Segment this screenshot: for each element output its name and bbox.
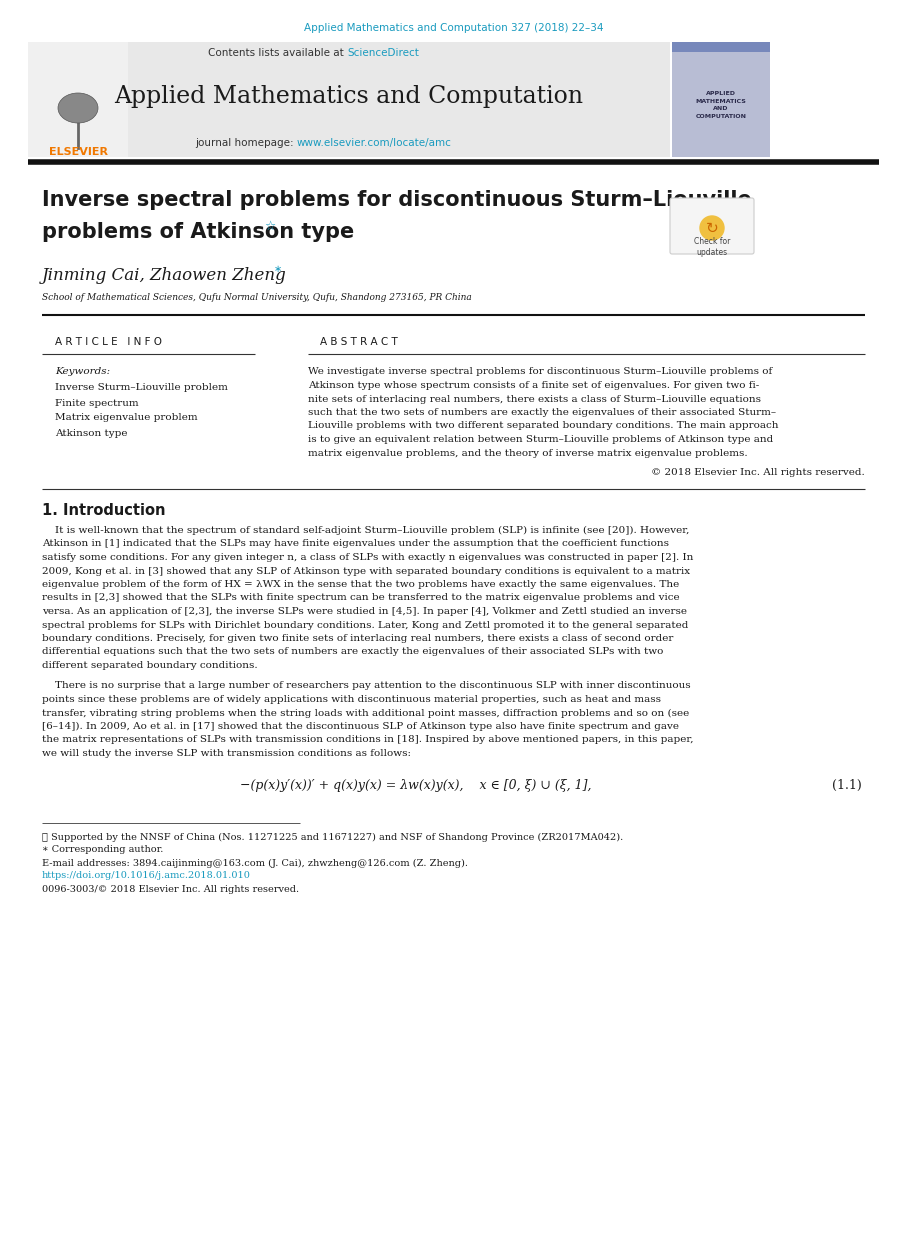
Text: Applied Mathematics and Computation 327 (2018) 22–34: Applied Mathematics and Computation 327 … <box>304 24 603 33</box>
Text: versa. As an application of [2,3], the inverse SLPs were studied in [4,5]. In pa: versa. As an application of [2,3], the i… <box>42 607 687 617</box>
Text: transfer, vibrating string problems when the string loads with additional point : transfer, vibrating string problems when… <box>42 708 689 718</box>
Text: points since these problems are of widely applications with discontinuous materi: points since these problems are of widel… <box>42 695 661 704</box>
Text: −(p(x)y′(x))′ + q(x)y(x) = λw(x)y(x),    x ∈ [0, ξ) ∪ (ξ, 1],: −(p(x)y′(x))′ + q(x)y(x) = λw(x)y(x), x … <box>240 779 591 791</box>
Text: the matrix representations of SLPs with transmission conditions in [18]. Inspire: the matrix representations of SLPs with … <box>42 735 694 744</box>
Text: E-mail addresses: 3894.caijinming@163.com (J. Cai), zhwzheng@126.com (Z. Zheng).: E-mail addresses: 3894.caijinming@163.co… <box>42 858 468 868</box>
Text: APPLIED
MATHEMATICS
AND
COMPUTATION: APPLIED MATHEMATICS AND COMPUTATION <box>696 92 746 119</box>
Text: Contents lists available at: Contents lists available at <box>208 48 347 58</box>
Text: A B S T R A C T: A B S T R A C T <box>320 337 398 347</box>
Text: https://doi.org/10.1016/j.amc.2018.01.010: https://doi.org/10.1016/j.amc.2018.01.01… <box>42 872 251 880</box>
FancyBboxPatch shape <box>672 42 770 52</box>
Text: 1. Introduction: 1. Introduction <box>42 503 165 517</box>
Text: ↻: ↻ <box>706 220 718 235</box>
Text: ☆: ☆ <box>264 219 275 233</box>
Text: There is no surprise that a large number of researchers pay attention to the dis: There is no surprise that a large number… <box>42 681 690 691</box>
Text: nite sets of interlacing real numbers, there exists a class of Sturm–Liouville e: nite sets of interlacing real numbers, t… <box>308 395 761 404</box>
Text: Jinming Cai, Zhaowen Zheng: Jinming Cai, Zhaowen Zheng <box>42 266 287 284</box>
Text: [6–14]). In 2009, Ao et al. in [17] showed that the discontinuous SLP of Atkinso: [6–14]). In 2009, Ao et al. in [17] show… <box>42 722 679 732</box>
Text: Inverse spectral problems for discontinuous Sturm–Liouville: Inverse spectral problems for discontinu… <box>42 189 752 210</box>
Text: Applied Mathematics and Computation: Applied Mathematics and Computation <box>114 85 583 109</box>
Text: (1.1): (1.1) <box>833 779 862 791</box>
Text: such that the two sets of numbers are exactly the eigenvalues of their associate: such that the two sets of numbers are ex… <box>308 409 776 417</box>
Text: satisfy some conditions. For any given integer n, a class of SLPs with exactly n: satisfy some conditions. For any given i… <box>42 553 693 562</box>
Text: ∗ Corresponding author.: ∗ Corresponding author. <box>42 846 163 854</box>
Text: matrix eigenvalue problems, and the theory of inverse matrix eigenvalue problems: matrix eigenvalue problems, and the theo… <box>308 448 747 458</box>
Text: 0096-3003/© 2018 Elsevier Inc. All rights reserved.: 0096-3003/© 2018 Elsevier Inc. All right… <box>42 884 299 894</box>
Text: www.elsevier.com/locate/amc: www.elsevier.com/locate/amc <box>297 137 452 149</box>
Text: Atkinson in [1] indicated that the SLPs may have finite eigenvalues under the as: Atkinson in [1] indicated that the SLPs … <box>42 540 669 548</box>
Text: we will study the inverse SLP with transmission conditions as follows:: we will study the inverse SLP with trans… <box>42 749 411 758</box>
Text: ELSEVIER: ELSEVIER <box>48 147 108 157</box>
Text: Keywords:: Keywords: <box>55 368 110 376</box>
Text: different separated boundary conditions.: different separated boundary conditions. <box>42 661 258 670</box>
Text: Inverse Sturm–Liouville problem: Inverse Sturm–Liouville problem <box>55 384 228 392</box>
Text: ScienceDirect: ScienceDirect <box>347 48 419 58</box>
FancyBboxPatch shape <box>28 42 128 157</box>
Text: problems of Atkinson type: problems of Atkinson type <box>42 222 355 241</box>
Text: spectral problems for SLPs with Dirichlet boundary conditions. Later, Kong and Z: spectral problems for SLPs with Dirichle… <box>42 620 688 629</box>
Text: ∗: ∗ <box>274 264 282 274</box>
Text: Liouville problems with two different separated boundary conditions. The main ap: Liouville problems with two different se… <box>308 421 778 431</box>
Text: journal homepage:: journal homepage: <box>195 137 297 149</box>
Text: It is well-known that the spectrum of standard self-adjoint Sturm–Liouville prob: It is well-known that the spectrum of st… <box>42 526 689 535</box>
Text: Matrix eigenvalue problem: Matrix eigenvalue problem <box>55 413 198 422</box>
Text: results in [2,3] showed that the SLPs with finite spectrum can be transferred to: results in [2,3] showed that the SLPs wi… <box>42 593 679 603</box>
Text: We investigate inverse spectral problems for discontinuous Sturm–Liouville probl: We investigate inverse spectral problems… <box>308 368 772 376</box>
Text: Finite spectrum: Finite spectrum <box>55 399 139 407</box>
Ellipse shape <box>58 93 98 123</box>
Text: is to give an equivalent relation between Sturm–Liouville problems of Atkinson t: is to give an equivalent relation betwee… <box>308 435 774 444</box>
Text: eigenvalue problem of the form of HX = λWX in the sense that the two problems ha: eigenvalue problem of the form of HX = λ… <box>42 579 679 589</box>
Text: Atkinson type: Atkinson type <box>55 428 128 437</box>
Text: Check for
updates: Check for updates <box>694 236 730 258</box>
FancyBboxPatch shape <box>28 42 670 157</box>
Text: © 2018 Elsevier Inc. All rights reserved.: © 2018 Elsevier Inc. All rights reserved… <box>651 468 865 477</box>
Text: boundary conditions. Precisely, for given two finite sets of interlacing real nu: boundary conditions. Precisely, for give… <box>42 634 673 643</box>
Text: School of Mathematical Sciences, Qufu Normal University, Qufu, Shandong 273165, : School of Mathematical Sciences, Qufu No… <box>42 292 472 302</box>
Text: ★ Supported by the NNSF of China (Nos. 11271225 and 11671227) and NSF of Shandon: ★ Supported by the NNSF of China (Nos. 1… <box>42 832 623 842</box>
Text: Atkinson type whose spectrum consists of a finite set of eigenvalues. For given : Atkinson type whose spectrum consists of… <box>308 381 759 390</box>
Text: A R T I C L E   I N F O: A R T I C L E I N F O <box>55 337 162 347</box>
Circle shape <box>700 215 724 240</box>
FancyBboxPatch shape <box>670 198 754 254</box>
Text: differential equations such that the two sets of numbers are exactly the eigenva: differential equations such that the two… <box>42 647 663 656</box>
Text: 2009, Kong et al. in [3] showed that any SLP of Atkinson type with separated bou: 2009, Kong et al. in [3] showed that any… <box>42 567 690 576</box>
FancyBboxPatch shape <box>672 42 770 157</box>
